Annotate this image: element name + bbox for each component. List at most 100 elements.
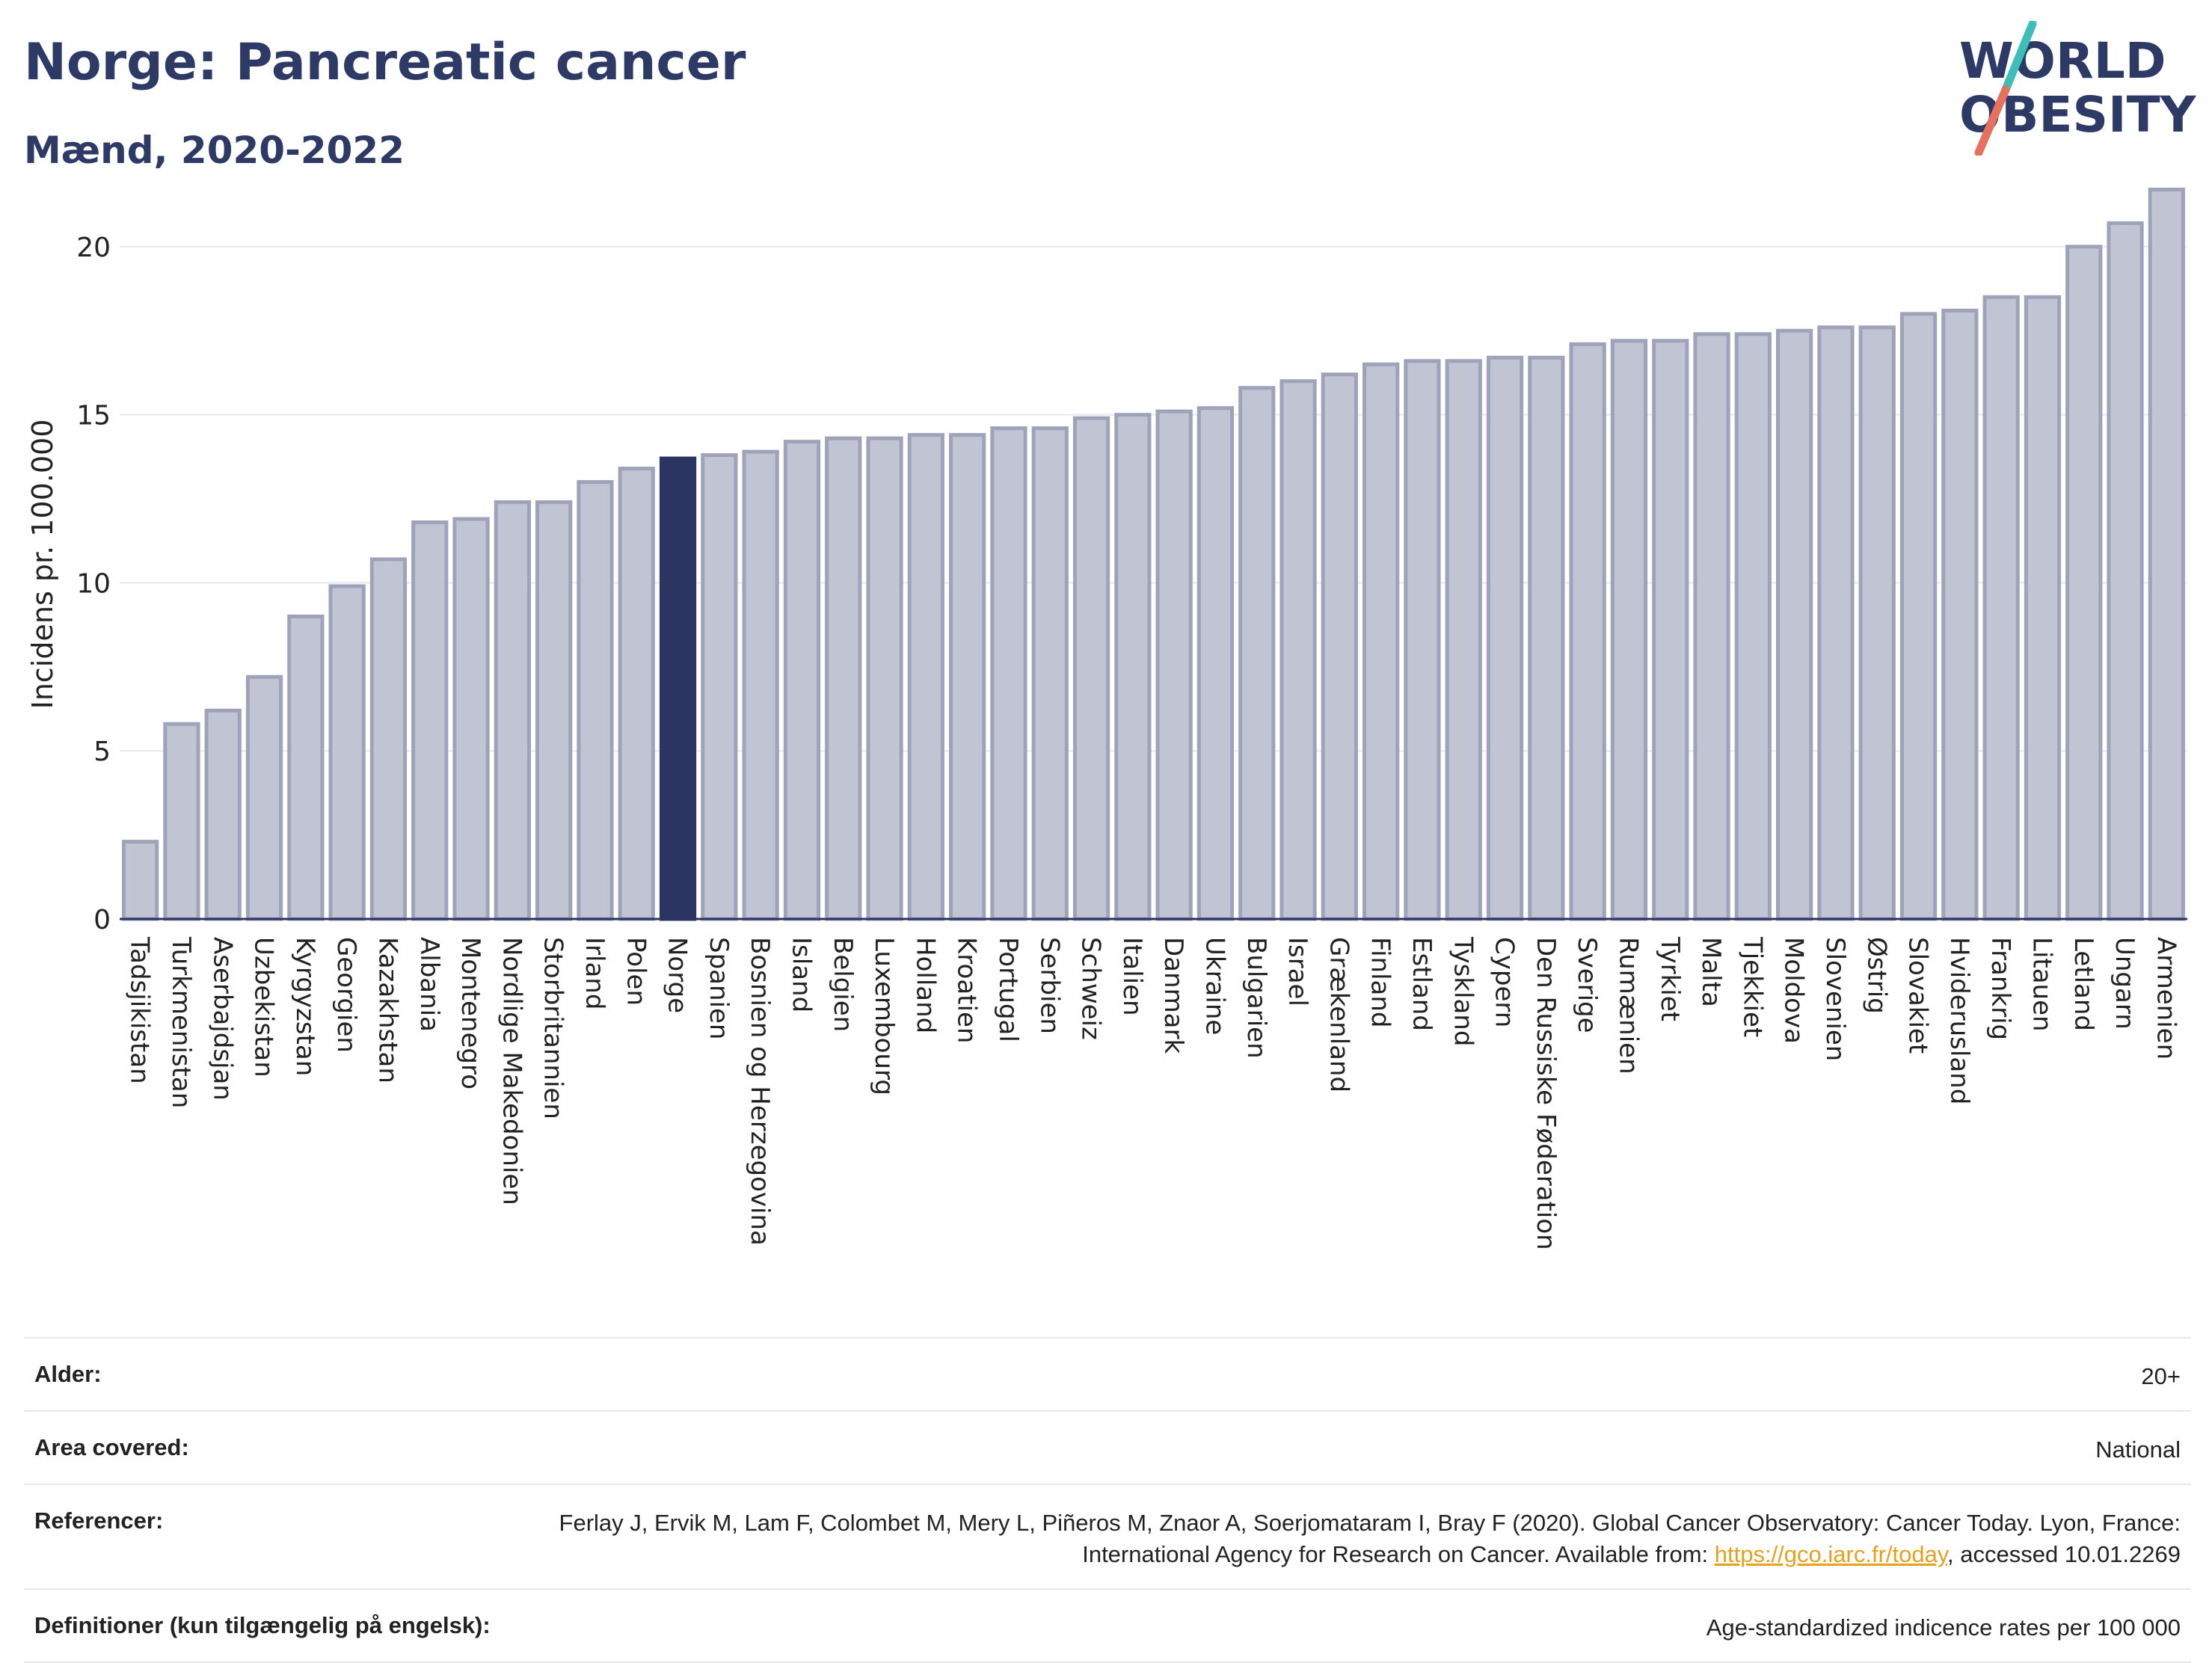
x-tick-label: Uzbekistan: [249, 937, 279, 1078]
x-tick-label: Tjekkiet: [1737, 936, 1767, 1037]
y-tick-label: 15: [76, 401, 111, 431]
x-tick-label: Den Russiske Føderation: [1531, 937, 1561, 1250]
y-tick-label: 0: [93, 905, 111, 935]
y-tick-label: 5: [93, 737, 111, 767]
x-tick-label: Ungarn: [2110, 937, 2139, 1030]
x-tick-label: Østrig: [1861, 937, 1891, 1014]
bar: [742, 449, 779, 921]
bar: [1776, 328, 1813, 921]
references-text: Ferlay J, Ervik M, Lam F, Colombet M, Me…: [559, 1510, 2181, 1567]
bar: [1569, 342, 1606, 921]
bar: [1445, 359, 1482, 921]
x-tick-label: Island: [786, 937, 816, 1012]
bar: [659, 456, 697, 921]
x-tick-label: Slovenien: [1820, 937, 1850, 1061]
x-tick-label: Italien: [1117, 937, 1147, 1016]
bar: [1238, 386, 1276, 921]
x-tick-label: Holland: [910, 937, 940, 1033]
bar: [1941, 308, 1979, 921]
x-tick-label: Finland: [1365, 937, 1395, 1028]
bar: [1610, 339, 1648, 921]
x-tick-label: Moldova: [1779, 937, 1809, 1044]
x-tick-label: Frankrig: [1985, 937, 2015, 1040]
info-table: Alder: 20+ Area covered: National Refere…: [24, 1337, 2191, 1663]
bar: [1982, 295, 2020, 921]
x-tick-label: Tyrkiet: [1655, 936, 1685, 1021]
bar: [1404, 359, 1441, 921]
x-tick-label: Letland: [2068, 937, 2098, 1031]
age-value: 20+: [2141, 1363, 2181, 1389]
x-tick-label: Montenegro: [455, 937, 485, 1089]
bar: [1321, 372, 1358, 921]
references-accessed: , accessed 10.01.2269: [1947, 1541, 2181, 1567]
x-tick-label: Bulgarien: [1241, 937, 1271, 1059]
bar: [618, 467, 655, 921]
info-row-definitions: Definitioner (kun tilgængelig på engelsk…: [24, 1588, 2191, 1663]
info-row-age: Alder: 20+: [24, 1337, 2191, 1410]
bar: [1652, 339, 1689, 921]
area-label: Area covered:: [34, 1434, 189, 1460]
bar: [369, 557, 408, 921]
info-row-references: Referencer: Ferlay J, Ervik M, Lam F, Co…: [24, 1484, 2191, 1588]
x-tick-label: Polen: [621, 937, 651, 1006]
x-tick-label: Spanien: [704, 937, 734, 1039]
x-tick-label: Hviderusland: [1944, 937, 1974, 1104]
definitions-value: Age-standardized indicence rates per 100…: [1706, 1614, 2181, 1641]
bar: [163, 722, 200, 921]
x-tick-label: Turkmenistan: [166, 936, 196, 1108]
references-value: Ferlay J, Ervik M, Lam F, Colombet M, Me…: [535, 1507, 2181, 1570]
bar: [866, 436, 903, 921]
x-tick-label: Norge: [663, 937, 692, 1013]
bar: [1817, 325, 1855, 921]
bar: [577, 480, 614, 921]
bar: [328, 584, 366, 921]
bar: [1155, 409, 1193, 921]
x-tick-label: Estland: [1407, 937, 1437, 1031]
x-tick-label: Luxembourg: [869, 937, 899, 1095]
references-link[interactable]: https://gco.iarc.fr/today: [1714, 1541, 1948, 1567]
x-tick-label: Armenien: [2151, 937, 2181, 1060]
x-tick-label: Storbritannien: [538, 937, 568, 1119]
logo-slash-teal: [2001, 21, 2037, 94]
x-tick-label: Albania: [414, 937, 444, 1032]
bar: [907, 433, 944, 921]
logo-slash-coral: [1974, 85, 2010, 156]
bar: [1196, 406, 1235, 921]
bar: [1734, 332, 1772, 921]
x-tick-label: Schweiz: [1076, 937, 1106, 1040]
x-tick-label: Grækenland: [1324, 937, 1354, 1092]
bar: [122, 840, 159, 921]
bar-chart: 0 5 10 15 20 Incidens pr. 100.000 Tadsjikistan…: [26, 187, 2187, 1250]
x-tick-label: Tyskland: [1448, 936, 1478, 1046]
age-label: Alder:: [34, 1361, 102, 1387]
bar: [204, 708, 242, 921]
page-title: Norge: Pancreatic cancer: [24, 33, 746, 92]
y-axis-label: Incidens pr. 100.000: [26, 419, 59, 710]
bar: [452, 517, 490, 921]
x-tick-label: Georgien: [331, 937, 361, 1053]
x-tick-label: Kroatien: [952, 937, 982, 1043]
bar: [2024, 295, 2062, 921]
x-tick-label: Belgien: [828, 937, 858, 1032]
x-tick-label: Sverige: [1572, 937, 1602, 1033]
bar: [1072, 416, 1110, 921]
x-tick-label: Israel: [1282, 937, 1312, 1006]
x-tick-label: Kyrgyzstan: [290, 937, 320, 1076]
definitions-label: Definitioner (kun tilgængelig på engelsk…: [34, 1612, 491, 1638]
x-tick-label: Rumænien: [1613, 937, 1643, 1075]
references-label: Referencer:: [34, 1507, 164, 1534]
bar: [287, 614, 325, 921]
bar: [825, 436, 862, 921]
bar: [1031, 426, 1069, 921]
bar: [1528, 355, 1565, 921]
x-tick-label: Irland: [580, 937, 609, 1009]
bar: [2148, 187, 2185, 921]
x-tick-label: Slovakiet: [1903, 937, 1933, 1054]
x-tick-label: Cypern: [1490, 937, 1520, 1027]
bar: [701, 453, 738, 921]
x-tick-label: Bosnien og Herzegovina: [745, 937, 775, 1246]
y-tick-label: 10: [76, 568, 111, 599]
x-tick-label: Aserbajdsjan: [207, 937, 237, 1101]
bar: [783, 440, 821, 921]
bar: [535, 500, 573, 921]
